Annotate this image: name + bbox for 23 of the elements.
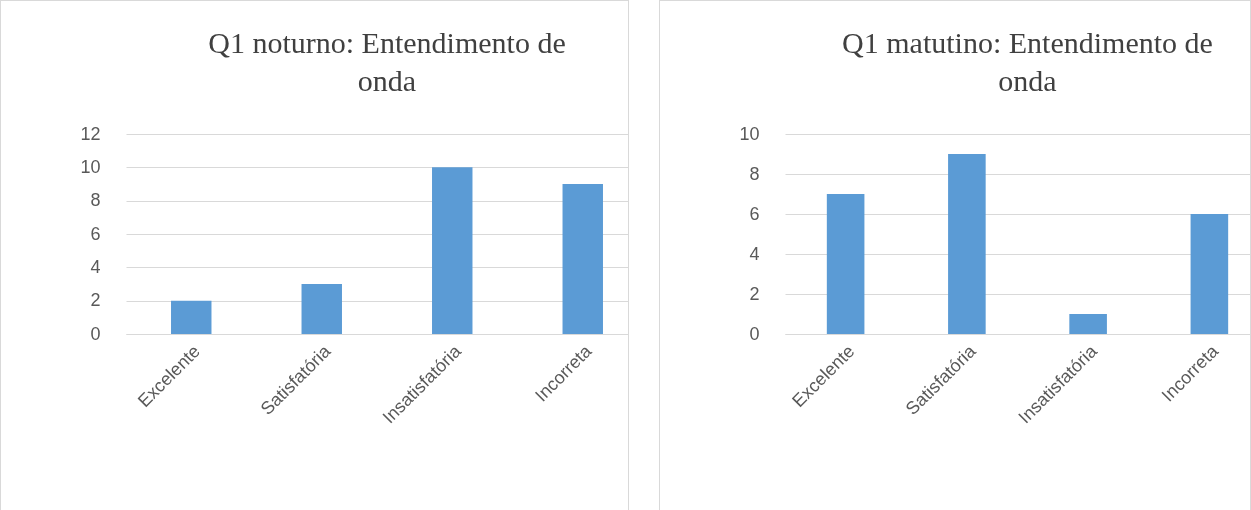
y-tick-label: 6	[90, 223, 101, 244]
y-tick-label: 12	[80, 123, 101, 144]
bar	[1069, 314, 1108, 334]
y-tick-label: 0	[90, 323, 101, 344]
bar	[1190, 214, 1229, 334]
bar	[562, 184, 603, 334]
bar	[171, 300, 212, 334]
y-tick-label: 4	[90, 256, 101, 277]
y-tick-label: 2	[749, 283, 760, 304]
y-tick-label: 8	[749, 163, 760, 184]
y-tick-label: 2	[90, 290, 101, 311]
y-tick-label: 0	[749, 323, 760, 344]
y-tick-label: 10	[80, 156, 101, 177]
y-tick-label: 10	[739, 123, 760, 144]
bar	[948, 154, 986, 334]
y-tick-label: 8	[90, 190, 101, 211]
y-tick-label: 6	[749, 203, 760, 224]
bar	[301, 284, 342, 334]
bar	[827, 194, 865, 334]
bar	[432, 167, 473, 334]
chart-title: Q1 matutino: Entendimento de onda	[842, 26, 1214, 97]
y-tick-label: 4	[749, 243, 760, 264]
chart-title: Q1 noturno: Entendimento de onda	[208, 26, 566, 97]
